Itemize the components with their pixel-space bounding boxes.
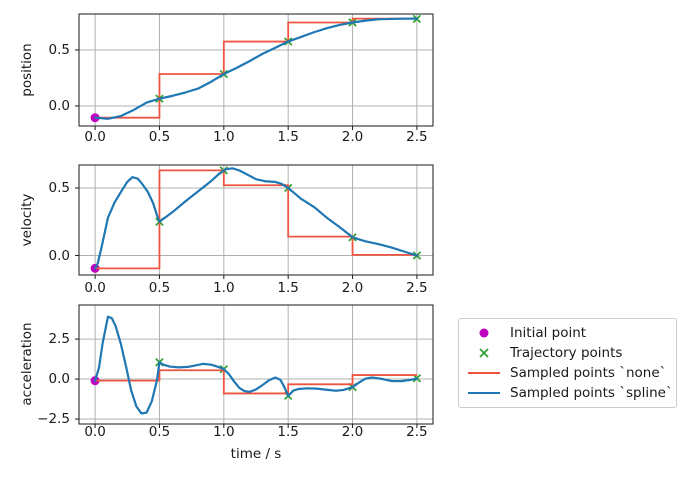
x-tick-label: 0.5 (148, 280, 171, 296)
x-tick-label: 1.0 (213, 129, 235, 145)
y-tick-label: 0.0 (48, 97, 70, 114)
x-tick-label: 1.0 (213, 424, 235, 440)
legend-item-initial-point: Initial point (465, 323, 670, 343)
axes-frame (78, 13, 434, 127)
axes-frame (78, 304, 434, 425)
legend-label: Trajectory points (510, 345, 623, 361)
tick-marks (75, 338, 418, 428)
x-tick-label: 0.5 (148, 129, 171, 145)
x-tick-label: 2.0 (341, 424, 364, 440)
legend-item-trajectory-points: Trajectory points (465, 343, 670, 363)
x-tick-label: 0.0 (84, 280, 106, 296)
x-tick-label: 0.5 (148, 424, 171, 440)
x-tick-label: 2.5 (406, 280, 428, 296)
x-tick-label: 1.5 (277, 129, 299, 145)
x-tick-label: 0.0 (84, 424, 106, 440)
tick-marks (75, 187, 418, 279)
axes-frame (78, 164, 434, 276)
subplot-velocity (75, 164, 434, 279)
grid (79, 165, 433, 275)
x-tick-label: 2.0 (341, 280, 364, 296)
tick-marks (75, 49, 418, 130)
legend-label: Sampled points `none` (510, 365, 667, 381)
legend-item-sampled-points-none: Sampled points `none` (465, 363, 670, 383)
subplot-position (75, 13, 434, 130)
sampled-none-series (95, 369, 417, 395)
y-tick-label: 2.5 (48, 331, 70, 348)
x-tick-label: 2.5 (406, 424, 428, 440)
line-sample-icon (465, 385, 503, 401)
sampled-spline-series (93, 167, 419, 270)
sampled-spline-series (93, 315, 419, 415)
sampled-spline-series (93, 17, 419, 120)
grid (79, 14, 433, 126)
y-tick-label: −2.5 (37, 411, 70, 428)
grid (79, 305, 433, 424)
legend: Initial point Trajectory points Sampled po… (458, 318, 677, 408)
legend-label: Sampled points `spline` (510, 385, 673, 401)
x-tick-label: 0.0 (84, 129, 106, 145)
y-tick-label: 0.0 (48, 371, 70, 388)
subplot-acceleration (75, 304, 434, 428)
line-sample-icon (465, 365, 503, 381)
x-marker-icon (465, 345, 503, 361)
circle-marker-icon (465, 325, 503, 341)
y-axis-label-velocity: velocity (19, 193, 35, 247)
sampled-none-series (95, 17, 417, 119)
y-tick-label: 0.5 (48, 41, 70, 58)
legend-item-sampled-points-spline: Sampled points `spline` (465, 383, 673, 403)
y-tick-label: 0.5 (48, 179, 70, 196)
x-tick-label: 2.0 (341, 129, 364, 145)
legend-label: Initial point (510, 325, 587, 341)
x-tick-label: 2.5 (406, 129, 428, 145)
x-axis-label: time / s (230, 446, 282, 462)
x-tick-label: 1.5 (277, 280, 299, 296)
x-tick-label: 1.0 (213, 280, 235, 296)
y-tick-label: 0.0 (48, 247, 70, 264)
x-tick-label: 1.5 (277, 424, 299, 440)
